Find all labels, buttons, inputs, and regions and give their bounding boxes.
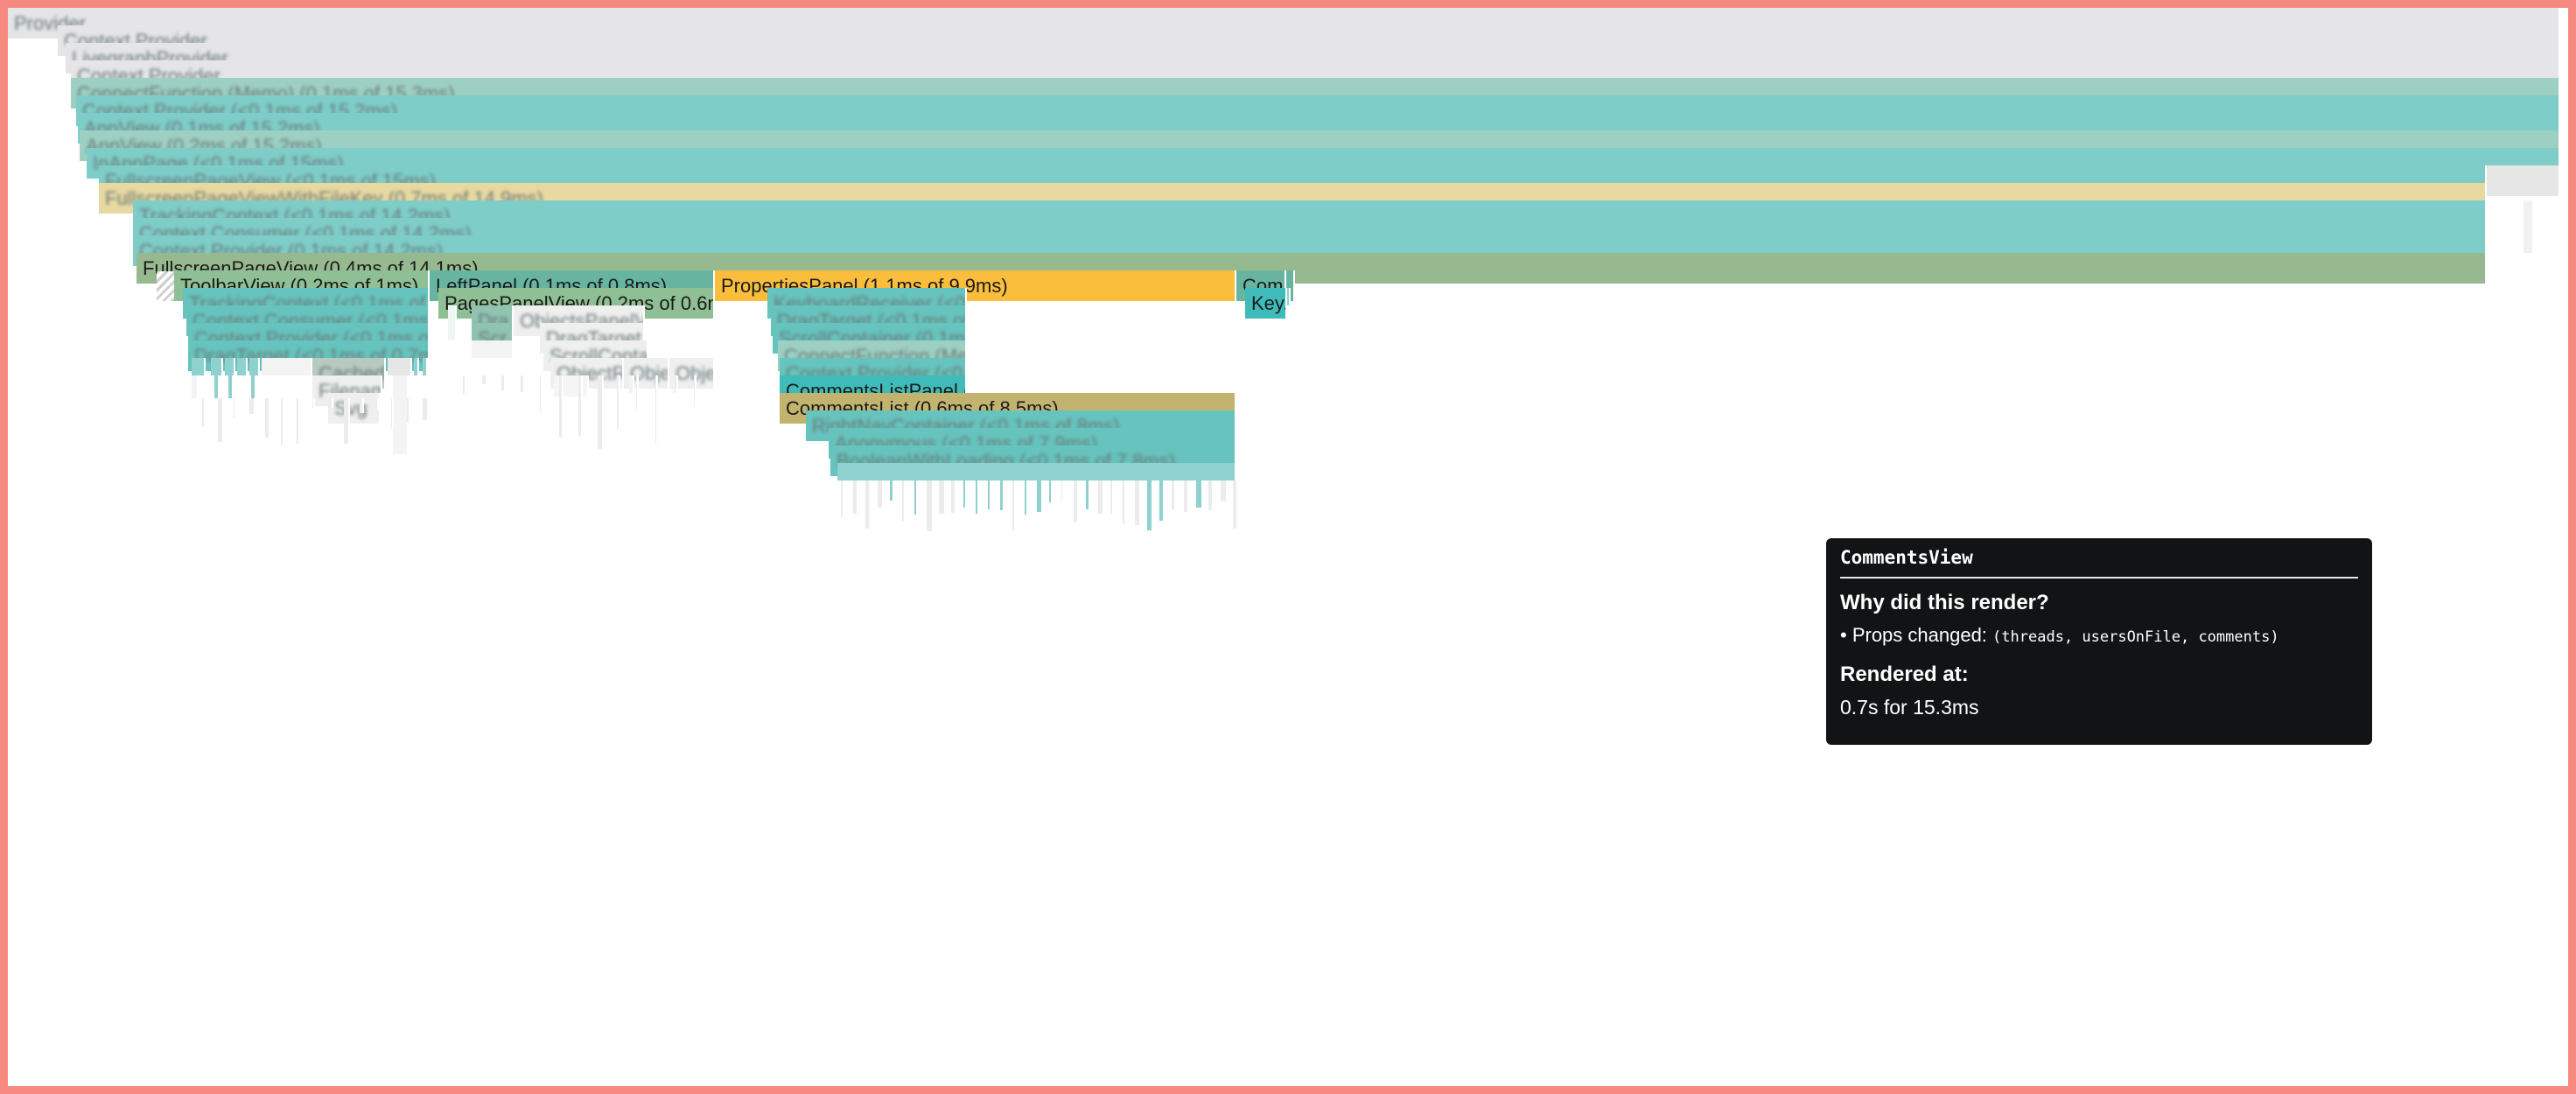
- flame-tick: [636, 375, 639, 410]
- flame-tick: [878, 480, 884, 508]
- flame-tick: [841, 480, 844, 517]
- flame-tick: [249, 398, 256, 414]
- flame-tick: [234, 398, 236, 418]
- flame-tick: [262, 358, 312, 375]
- flame-tick: [1000, 480, 1004, 510]
- flame-tick: [218, 398, 224, 442]
- flame-tick: [890, 480, 894, 501]
- flame-tick: [297, 398, 300, 444]
- flame-tick: [1074, 480, 1079, 522]
- flame-tick: [1049, 480, 1053, 502]
- flame-tick: [1037, 480, 1043, 512]
- flame-tick: [865, 480, 871, 529]
- flame-tick: [211, 358, 223, 375]
- flame-tick: [237, 358, 248, 375]
- flame-tick: [927, 480, 934, 531]
- flame-tick: [1098, 480, 1104, 514]
- flame-bar-svg[interactable]: Svg: [328, 393, 381, 424]
- flame-tick: [312, 398, 315, 409]
- flame-tick: [629, 375, 634, 393]
- flame-tick: [360, 398, 364, 413]
- flame-tick: [265, 398, 270, 438]
- flame-tick: [988, 480, 991, 509]
- flame-tick: [388, 358, 412, 375]
- flame-tick: [228, 375, 234, 398]
- flame-tick: [837, 463, 1236, 480]
- flame-tick: [521, 375, 525, 392]
- flame-tick: [407, 398, 410, 423]
- flame-tick: [414, 358, 419, 375]
- flame-tick: [214, 375, 220, 398]
- flame-tick: [2524, 200, 2534, 253]
- flame-tick: [1025, 480, 1028, 515]
- flame-tick: [939, 480, 946, 514]
- flame-tick: [375, 398, 379, 410]
- flame-tick: [249, 358, 260, 375]
- flame-tick: [951, 480, 956, 513]
- flame-tick: [391, 398, 394, 428]
- flame-tick: [902, 480, 906, 522]
- flame-tick: [853, 480, 858, 514]
- flame-tick: [192, 375, 199, 398]
- tooltip-rendered-heading: Rendered at:: [1840, 663, 1969, 686]
- flame-bar-object-ro[interactable]: ObjectRo...: [550, 358, 624, 389]
- flamegraph: Provider Context.Provider LivegraphProvi…: [8, 8, 2568, 1086]
- flame-tick: [1184, 480, 1189, 512]
- flame-tick: [578, 375, 583, 436]
- flame-tick: [1086, 480, 1090, 509]
- render-tooltip: CommentsView Why did this render? • Prop…: [1826, 538, 2372, 745]
- flame-tick: [1135, 480, 1141, 525]
- hatched-placeholder: [157, 271, 174, 301]
- tooltip-props-prefix: • Props changed:: [1840, 624, 1987, 646]
- flame-tick: [675, 375, 678, 389]
- tooltip-rendered-value: 0.7s for 15.3ms: [1840, 696, 1979, 719]
- tooltip-props-list: (threads, usersOnFile, comments): [1992, 628, 2279, 646]
- flame-tick: [225, 358, 235, 375]
- flame-tick: [617, 375, 620, 429]
- flame-tick: [192, 358, 206, 375]
- flame-tick: [501, 375, 506, 390]
- flame-bar-key[interactable]: Key...: [1245, 288, 1287, 319]
- flame-tick: [1110, 480, 1114, 514]
- flame-tick: [1159, 480, 1165, 521]
- flame-tick: [1172, 480, 1176, 509]
- flame-tick: [914, 480, 918, 515]
- flame-tick: [1221, 480, 1228, 501]
- flame-tick: [655, 375, 658, 445]
- flame-tick: [463, 375, 466, 394]
- flame-tick: [598, 375, 604, 449]
- flame-tick: [448, 305, 457, 340]
- flame-tick: [251, 375, 256, 398]
- flame-tick: [1196, 480, 1203, 508]
- flame-tick: [482, 375, 487, 384]
- flame-tick: [976, 480, 979, 514]
- flame-tick: [540, 375, 542, 413]
- flame-tick: [472, 340, 514, 358]
- tooltip-title: CommentsView: [1840, 547, 2358, 579]
- flame-tick: [328, 398, 333, 408]
- flame-tick: [1287, 288, 1291, 305]
- flame-tick: [281, 398, 284, 445]
- flame-bar-small[interactable]: [1286, 270, 1295, 301]
- tooltip-why-heading: Why did this render?: [1840, 591, 2049, 614]
- flame-tick: [423, 358, 428, 375]
- flame-tick: [423, 398, 429, 420]
- flame-tick: [559, 375, 564, 438]
- tooltip-props-line: • Props changed: (threads, usersOnFile, …: [1840, 624, 2358, 647]
- flame-tick: [2487, 165, 2560, 196]
- flame-tick: [1208, 480, 1214, 510]
- flame-tick: [1123, 480, 1126, 524]
- flame-tick: [1061, 480, 1064, 501]
- flame-tick: [1012, 480, 1016, 530]
- flame-tick: [963, 480, 967, 508]
- flame-tick: [1147, 480, 1153, 530]
- flame-tick: [344, 398, 350, 444]
- flame-tick: [694, 375, 696, 405]
- flame-tick: [1233, 480, 1238, 529]
- flame-tick: [202, 398, 206, 427]
